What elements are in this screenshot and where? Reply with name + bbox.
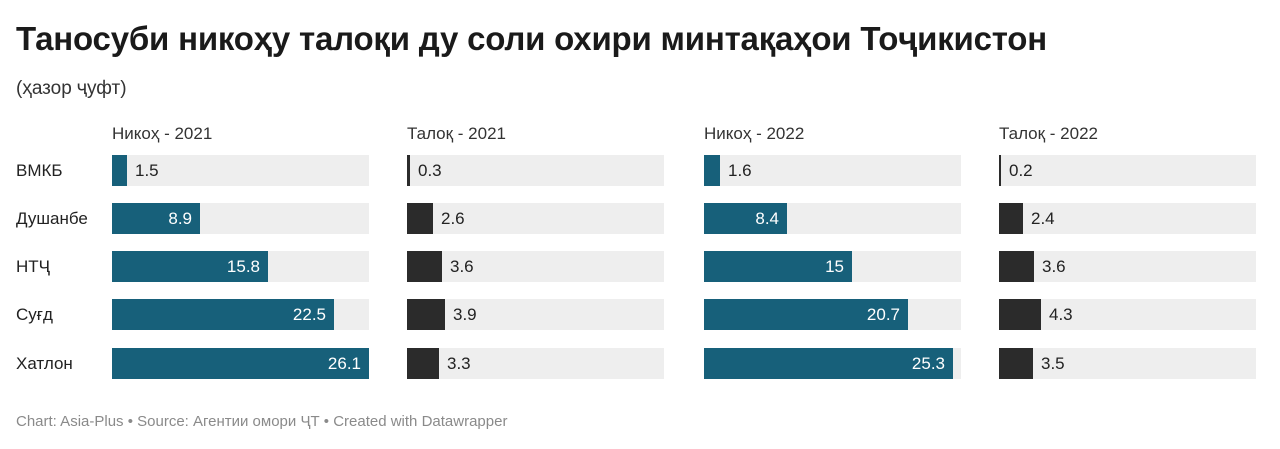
value-label: 4.3 [1049, 305, 1073, 324]
bar-track: 1.6 [704, 155, 961, 186]
value-label: 8.9 [168, 209, 192, 228]
bar-track: 20.7 [704, 299, 961, 330]
value-label: 20.7 [866, 305, 900, 324]
bar [112, 299, 334, 330]
bar [999, 348, 1033, 379]
value-label: 0.2 [1009, 161, 1033, 180]
value-label: 15 [825, 257, 844, 276]
bar-track: 0.2 [999, 155, 1256, 186]
bar-track: 0.3 [407, 155, 664, 186]
value-label: 25.3 [911, 354, 945, 373]
panel-title: Никоҳ - 2021 [112, 124, 213, 143]
value-label: 15.8 [226, 257, 260, 276]
bar [407, 348, 439, 379]
bar [999, 203, 1023, 234]
value-label: 3.3 [447, 354, 471, 373]
bar [704, 251, 852, 282]
value-label: 3.5 [1041, 354, 1065, 373]
bar-track: 15.8 [112, 251, 369, 282]
value-label: 3.6 [450, 257, 474, 276]
bar-track: 3.3 [407, 348, 664, 379]
bar [407, 155, 410, 186]
chart-footer: Chart: Asia-Plus • Source: Агентии омори… [16, 413, 508, 430]
bar [999, 299, 1041, 330]
bar [407, 299, 445, 330]
bar-track: 25.3 [704, 348, 961, 379]
bar [704, 299, 908, 330]
bar-track: 4.3 [999, 299, 1256, 330]
bar [999, 251, 1034, 282]
bar-track: 1.5 [112, 155, 369, 186]
bar [112, 348, 369, 379]
bar-track: 2.4 [999, 203, 1256, 234]
chart-subtitle: (ҳазор ҷуфт) [16, 78, 127, 99]
row-label: ВМКБ [16, 161, 63, 180]
bar [112, 203, 200, 234]
bar [112, 251, 268, 282]
panel-title: Талоқ - 2021 [407, 124, 507, 143]
bar-track: 15 [704, 251, 961, 282]
value-label: 2.6 [441, 209, 465, 228]
bar-track: 8.4 [704, 203, 961, 234]
value-label: 3.9 [453, 305, 477, 324]
bar-track: 26.1 [112, 348, 369, 379]
bar-track: 3.6 [407, 251, 664, 282]
bar-track: 3.5 [999, 348, 1256, 379]
panel-title: Никоҳ - 2022 [704, 124, 805, 143]
bar [704, 155, 720, 186]
value-label: 8.4 [755, 209, 779, 228]
panel-title: Талоқ - 2022 [999, 124, 1099, 143]
value-label: 1.6 [728, 161, 752, 180]
bar [704, 203, 787, 234]
bar [704, 348, 953, 379]
value-label: 2.4 [1031, 209, 1055, 228]
bar [112, 155, 127, 186]
bar-track: 8.9 [112, 203, 369, 234]
value-label: 3.6 [1042, 257, 1066, 276]
value-label: 1.5 [135, 161, 159, 180]
row-label: НТҶ [16, 257, 50, 276]
value-label: 26.1 [327, 354, 361, 373]
value-label: 0.3 [418, 161, 442, 180]
row-label: Душанбе [16, 209, 88, 228]
chart-title: Таносуби никоҳу талоқи ду соли охири мин… [16, 20, 1047, 57]
bar-track: 2.6 [407, 203, 664, 234]
bar [407, 203, 433, 234]
bar-track: 3.6 [999, 251, 1256, 282]
bar-track: 22.5 [112, 299, 369, 330]
row-label: Хатлон [16, 354, 73, 373]
bar-track: 3.9 [407, 299, 664, 330]
row-label: Суғд [16, 305, 53, 324]
bar [999, 155, 1001, 186]
bar [407, 251, 442, 282]
value-label: 22.5 [292, 305, 326, 324]
